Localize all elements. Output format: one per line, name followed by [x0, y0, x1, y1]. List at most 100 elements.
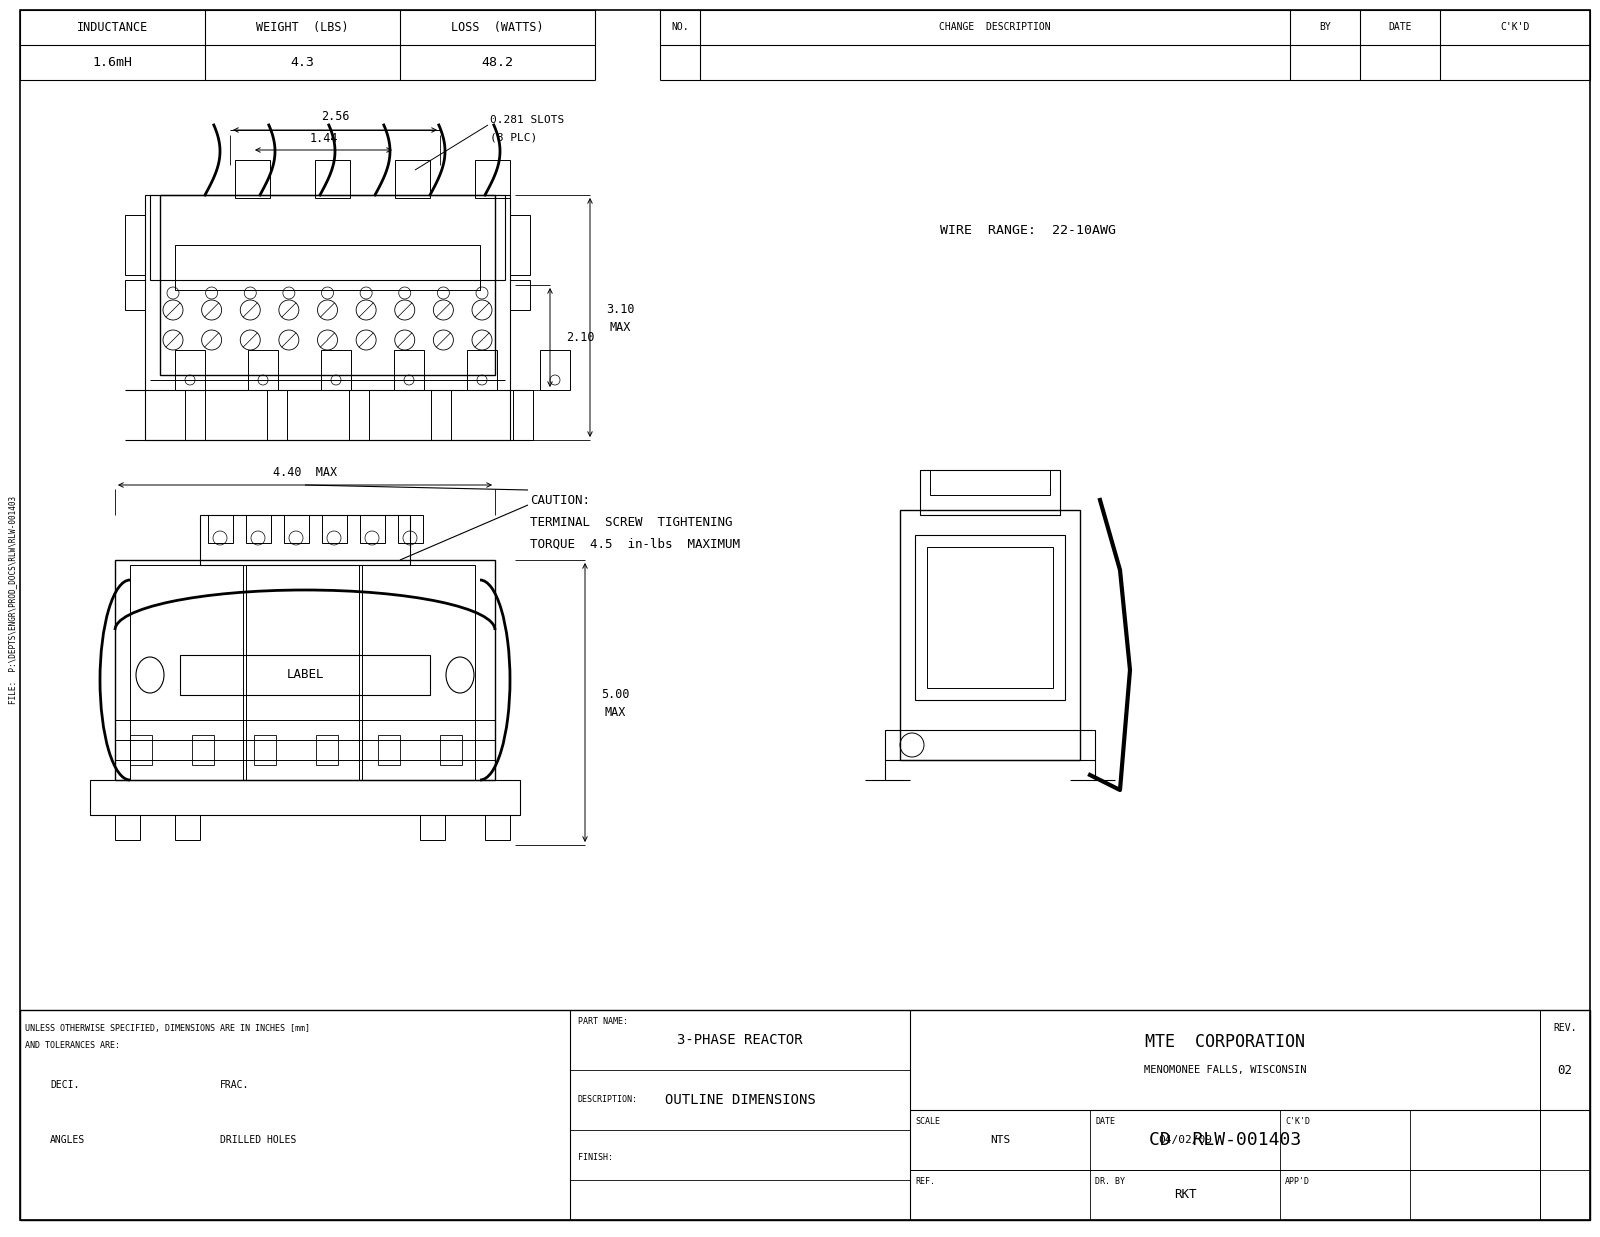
Text: ANGLES: ANGLES [50, 1136, 85, 1145]
Bar [125, 280, 146, 310]
Bar [440, 735, 462, 764]
Text: LOSS  (WATTS): LOSS (WATTS) [451, 21, 544, 33]
Text: (8 PLC): (8 PLC) [490, 134, 538, 143]
Bar [192, 735, 214, 764]
Text: DR. BY: DR. BY [1094, 1178, 1125, 1186]
Text: MTE  CORPORATION: MTE CORPORATION [1146, 1033, 1306, 1051]
Bar [267, 390, 286, 440]
Bar [930, 470, 1050, 495]
Text: 1.44: 1.44 [309, 131, 338, 145]
Bar [926, 547, 1053, 688]
Text: WIRE  RANGE:  22-10AWG: WIRE RANGE: 22-10AWG [941, 224, 1117, 236]
Text: UNLESS OTHERWISE SPECIFIED, DIMENSIONS ARE IN INCHES [mm]: UNLESS OTHERWISE SPECIFIED, DIMENSIONS A… [26, 1023, 310, 1033]
Text: NO.: NO. [670, 22, 690, 32]
Bar [125, 215, 146, 275]
Bar [395, 160, 430, 198]
Bar [398, 515, 422, 543]
Bar [235, 160, 270, 198]
Bar [130, 735, 152, 764]
Text: TERMINAL  SCREW  TIGHTENING: TERMINAL SCREW TIGHTENING [530, 516, 733, 528]
Text: WEIGHT  (LBS): WEIGHT (LBS) [256, 21, 349, 33]
Text: 1.6mH: 1.6mH [93, 56, 133, 69]
Bar [150, 195, 506, 280]
Bar [322, 515, 347, 543]
Text: CAUTION:: CAUTION: [530, 494, 590, 506]
Bar [130, 565, 243, 781]
Text: C'K'D: C'K'D [1501, 22, 1530, 32]
Bar [915, 534, 1066, 700]
Bar [174, 350, 205, 390]
Text: 4.3: 4.3 [291, 56, 315, 69]
Bar [315, 160, 350, 198]
Text: 02: 02 [1557, 1064, 1573, 1076]
Text: AND TOLERANCES ARE:: AND TOLERANCES ARE: [26, 1040, 120, 1049]
Bar [208, 515, 234, 543]
Text: OUTLINE DIMENSIONS: OUTLINE DIMENSIONS [664, 1094, 816, 1107]
Text: PART NAME:: PART NAME: [578, 1018, 627, 1027]
Bar [467, 350, 498, 390]
Bar [19, 1009, 1590, 1220]
Text: MENOMONEE FALLS, WISCONSIN: MENOMONEE FALLS, WISCONSIN [1144, 1065, 1306, 1075]
Bar [430, 390, 451, 440]
Bar [514, 390, 533, 440]
Bar [510, 280, 530, 310]
Bar [174, 245, 480, 289]
Bar [485, 815, 510, 840]
Bar [285, 515, 309, 543]
Text: 5.00: 5.00 [600, 688, 629, 701]
Bar [246, 515, 270, 543]
Text: C'K'D: C'K'D [1285, 1117, 1310, 1127]
Text: NTS: NTS [990, 1136, 1010, 1145]
Bar [179, 656, 430, 695]
Bar [254, 735, 277, 764]
Bar [378, 735, 400, 764]
Text: MAX: MAX [605, 706, 626, 719]
Text: RKT: RKT [1174, 1189, 1197, 1201]
Bar [475, 160, 510, 198]
Text: 48.2: 48.2 [482, 56, 514, 69]
Bar [885, 730, 1094, 760]
Bar [186, 390, 205, 440]
Bar [541, 350, 570, 390]
Text: FILE:  P:\DEPTS\ENGR\PROD_DOCS\RLW\RLW-001403: FILE: P:\DEPTS\ENGR\PROD_DOCS\RLW\RLW-00… [8, 496, 18, 704]
Text: REF.: REF. [915, 1178, 934, 1186]
Text: 4.40  MAX: 4.40 MAX [274, 466, 338, 480]
Bar [90, 781, 520, 815]
Text: FINISH:: FINISH: [578, 1153, 613, 1163]
Text: REV.: REV. [1554, 1023, 1576, 1033]
Text: MAX: MAX [610, 320, 630, 334]
Text: DECI.: DECI. [50, 1080, 80, 1090]
Bar [349, 390, 370, 440]
Bar [362, 565, 475, 781]
Text: DESCRIPTION:: DESCRIPTION: [578, 1096, 638, 1105]
Text: 3-PHASE REACTOR: 3-PHASE REACTOR [677, 1033, 803, 1047]
Text: DRILLED HOLES: DRILLED HOLES [221, 1136, 296, 1145]
Bar [248, 350, 278, 390]
Bar [322, 350, 350, 390]
Text: 0.281 SLOTS: 0.281 SLOTS [490, 115, 565, 125]
Text: LABEL: LABEL [286, 668, 323, 682]
Bar [174, 815, 200, 840]
Bar [419, 815, 445, 840]
Bar [115, 560, 494, 781]
Bar [246, 565, 358, 781]
Text: FRAC.: FRAC. [221, 1080, 250, 1090]
Text: BY: BY [1318, 22, 1331, 32]
Bar [146, 195, 510, 440]
Text: TORQUE  4.5  in-lbs  MAXIMUM: TORQUE 4.5 in-lbs MAXIMUM [530, 538, 739, 550]
Text: SCALE: SCALE [915, 1117, 941, 1127]
Text: 2.56: 2.56 [320, 110, 349, 122]
Bar [920, 470, 1059, 515]
Bar [510, 215, 530, 275]
Text: CD  RLW-001403: CD RLW-001403 [1149, 1131, 1301, 1149]
Text: CHANGE  DESCRIPTION: CHANGE DESCRIPTION [939, 22, 1051, 32]
Text: DATE: DATE [1094, 1117, 1115, 1127]
Bar [899, 510, 1080, 760]
Bar [200, 515, 410, 565]
Bar [360, 515, 386, 543]
Bar [115, 740, 494, 760]
Bar [394, 350, 424, 390]
Bar [160, 195, 494, 375]
Text: 2.10: 2.10 [566, 332, 594, 344]
Bar [317, 735, 338, 764]
